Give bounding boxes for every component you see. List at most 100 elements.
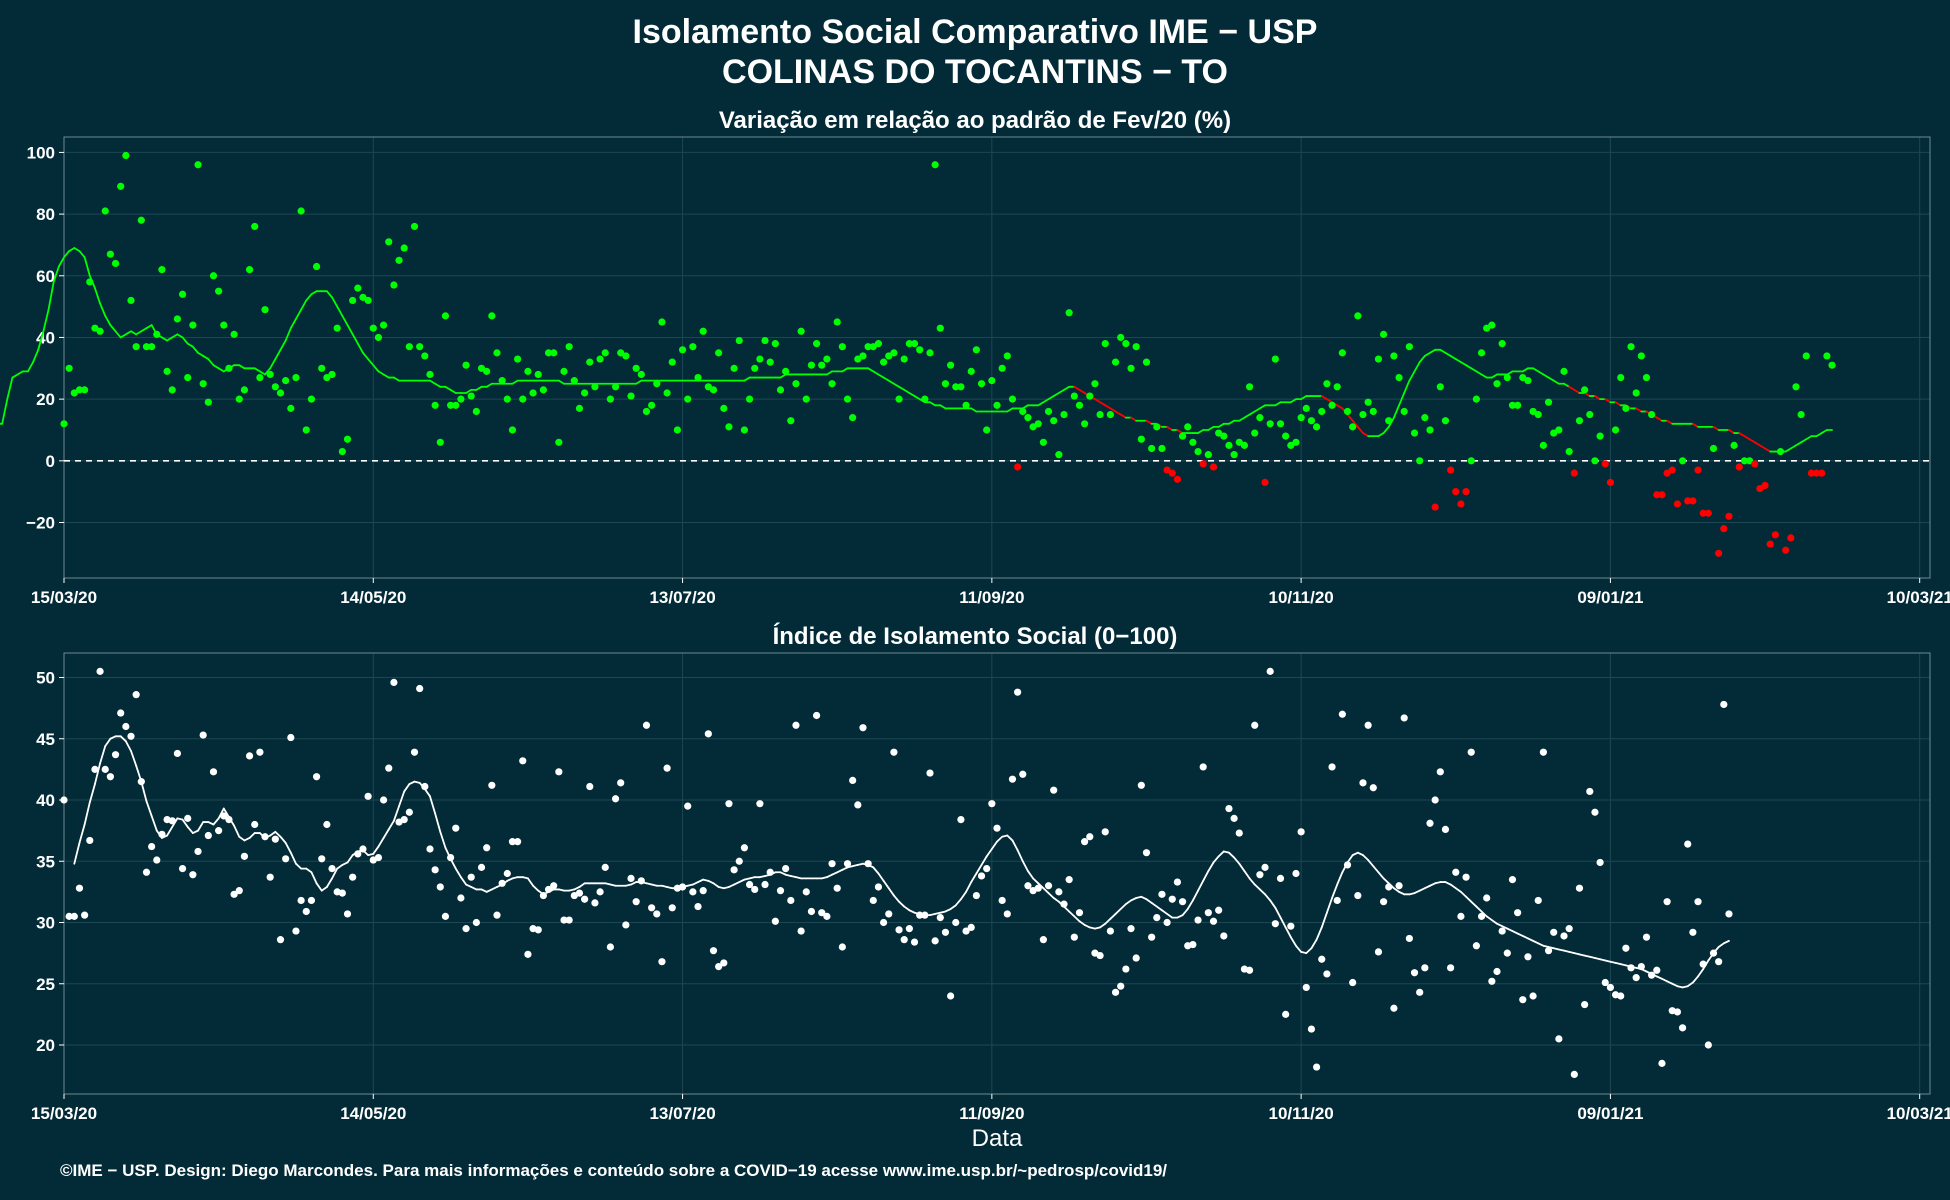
data-point xyxy=(1385,883,1393,891)
moving-average-segment xyxy=(1722,939,1730,945)
data-point xyxy=(1447,466,1455,474)
moving-average-segment xyxy=(1367,859,1375,868)
data-point xyxy=(106,250,114,258)
moving-average-segment xyxy=(1382,877,1390,885)
data-point xyxy=(1091,380,1099,388)
x-tick-label: 15/03/20 xyxy=(31,1104,97,1123)
moving-average-segment xyxy=(691,881,699,886)
data-point xyxy=(153,330,161,338)
moving-average-segment xyxy=(1501,925,1509,930)
moving-average-segment xyxy=(985,848,993,858)
moving-average-segment xyxy=(1532,367,1540,373)
data-point xyxy=(1060,410,1068,419)
data-point xyxy=(544,349,553,357)
moving-average-segment xyxy=(346,324,354,336)
moving-average-segment xyxy=(1063,385,1071,391)
moving-average-segment xyxy=(1418,887,1426,892)
moving-average-segment xyxy=(1393,404,1400,419)
moving-average-segment xyxy=(83,801,91,826)
data-point xyxy=(684,395,692,403)
data-point xyxy=(220,321,228,329)
data-point xyxy=(1792,383,1800,391)
data-point xyxy=(519,757,527,765)
data-point xyxy=(622,352,630,360)
data-point xyxy=(251,820,259,829)
data-point xyxy=(1209,463,1218,471)
moving-average-segment xyxy=(728,883,736,888)
moving-average-segment xyxy=(1207,425,1215,431)
data-point xyxy=(1343,861,1352,869)
data-point xyxy=(349,296,357,305)
moving-average-segment xyxy=(1728,429,1736,434)
moving-average-segment xyxy=(1166,425,1174,431)
data-point xyxy=(374,333,383,342)
moving-average-segment xyxy=(1057,388,1065,394)
moving-average-segment xyxy=(1032,877,1040,885)
data-point xyxy=(797,327,805,335)
data-point xyxy=(859,352,867,360)
data-point xyxy=(1163,918,1171,927)
moving-average-segment xyxy=(274,830,282,838)
data-point xyxy=(230,890,238,898)
data-point xyxy=(1421,414,1429,422)
moving-average-segment xyxy=(1253,883,1261,891)
data-point xyxy=(215,287,223,295)
data-point xyxy=(1225,441,1233,449)
data-point xyxy=(230,330,238,338)
moving-average-segment xyxy=(52,265,60,283)
data-point xyxy=(807,361,816,369)
data-point xyxy=(209,768,218,776)
data-point xyxy=(369,324,377,332)
moving-average-segment xyxy=(578,882,586,888)
moving-average-segment xyxy=(1655,975,1663,980)
data-point xyxy=(400,816,408,824)
moving-average-segment xyxy=(1542,373,1550,379)
data-point xyxy=(204,831,212,840)
data-point xyxy=(1704,509,1712,517)
data-point xyxy=(1158,890,1166,898)
data-point xyxy=(343,910,352,918)
data-point xyxy=(606,395,614,403)
x-tick-label: 13/07/20 xyxy=(649,588,715,607)
data-point xyxy=(436,883,444,891)
data-point xyxy=(132,343,140,351)
data-point xyxy=(823,912,831,920)
data-point xyxy=(1173,475,1182,483)
data-point xyxy=(921,395,929,403)
moving-average-segment xyxy=(1042,887,1050,894)
moving-average-segment xyxy=(733,881,741,886)
data-point xyxy=(766,868,774,876)
data-point xyxy=(1359,779,1367,787)
moving-average-segment xyxy=(1362,432,1370,438)
moving-average-segment xyxy=(1475,370,1483,376)
data-point xyxy=(740,426,749,434)
moving-average-segment xyxy=(460,876,467,886)
moving-average-segment xyxy=(867,367,875,373)
data-point xyxy=(1008,395,1017,403)
data-point xyxy=(1271,355,1279,363)
data-point xyxy=(1787,534,1795,542)
moving-average-segment xyxy=(1789,444,1797,450)
data-point xyxy=(1730,441,1738,449)
data-point xyxy=(1596,432,1604,440)
data-point xyxy=(508,838,517,846)
data-point xyxy=(581,895,589,903)
moving-average-segment xyxy=(1449,883,1457,890)
data-point xyxy=(137,778,145,786)
moving-average-segment xyxy=(1243,413,1251,419)
data-point xyxy=(483,844,491,852)
moving-average-segment xyxy=(233,824,241,838)
data-point xyxy=(1137,781,1145,789)
data-point xyxy=(601,349,609,357)
data-point xyxy=(1245,966,1254,974)
data-point xyxy=(1111,988,1120,996)
data-point xyxy=(1318,955,1326,963)
moving-average-segment xyxy=(1161,909,1169,915)
data-point xyxy=(1106,410,1115,419)
data-point xyxy=(1771,531,1779,539)
moving-average-segment xyxy=(1202,870,1210,882)
data-point xyxy=(514,838,522,846)
x-axis-title: Data xyxy=(972,1125,1023,1152)
data-point xyxy=(1498,340,1506,348)
x-tick-label: 14/05/20 xyxy=(340,588,406,607)
